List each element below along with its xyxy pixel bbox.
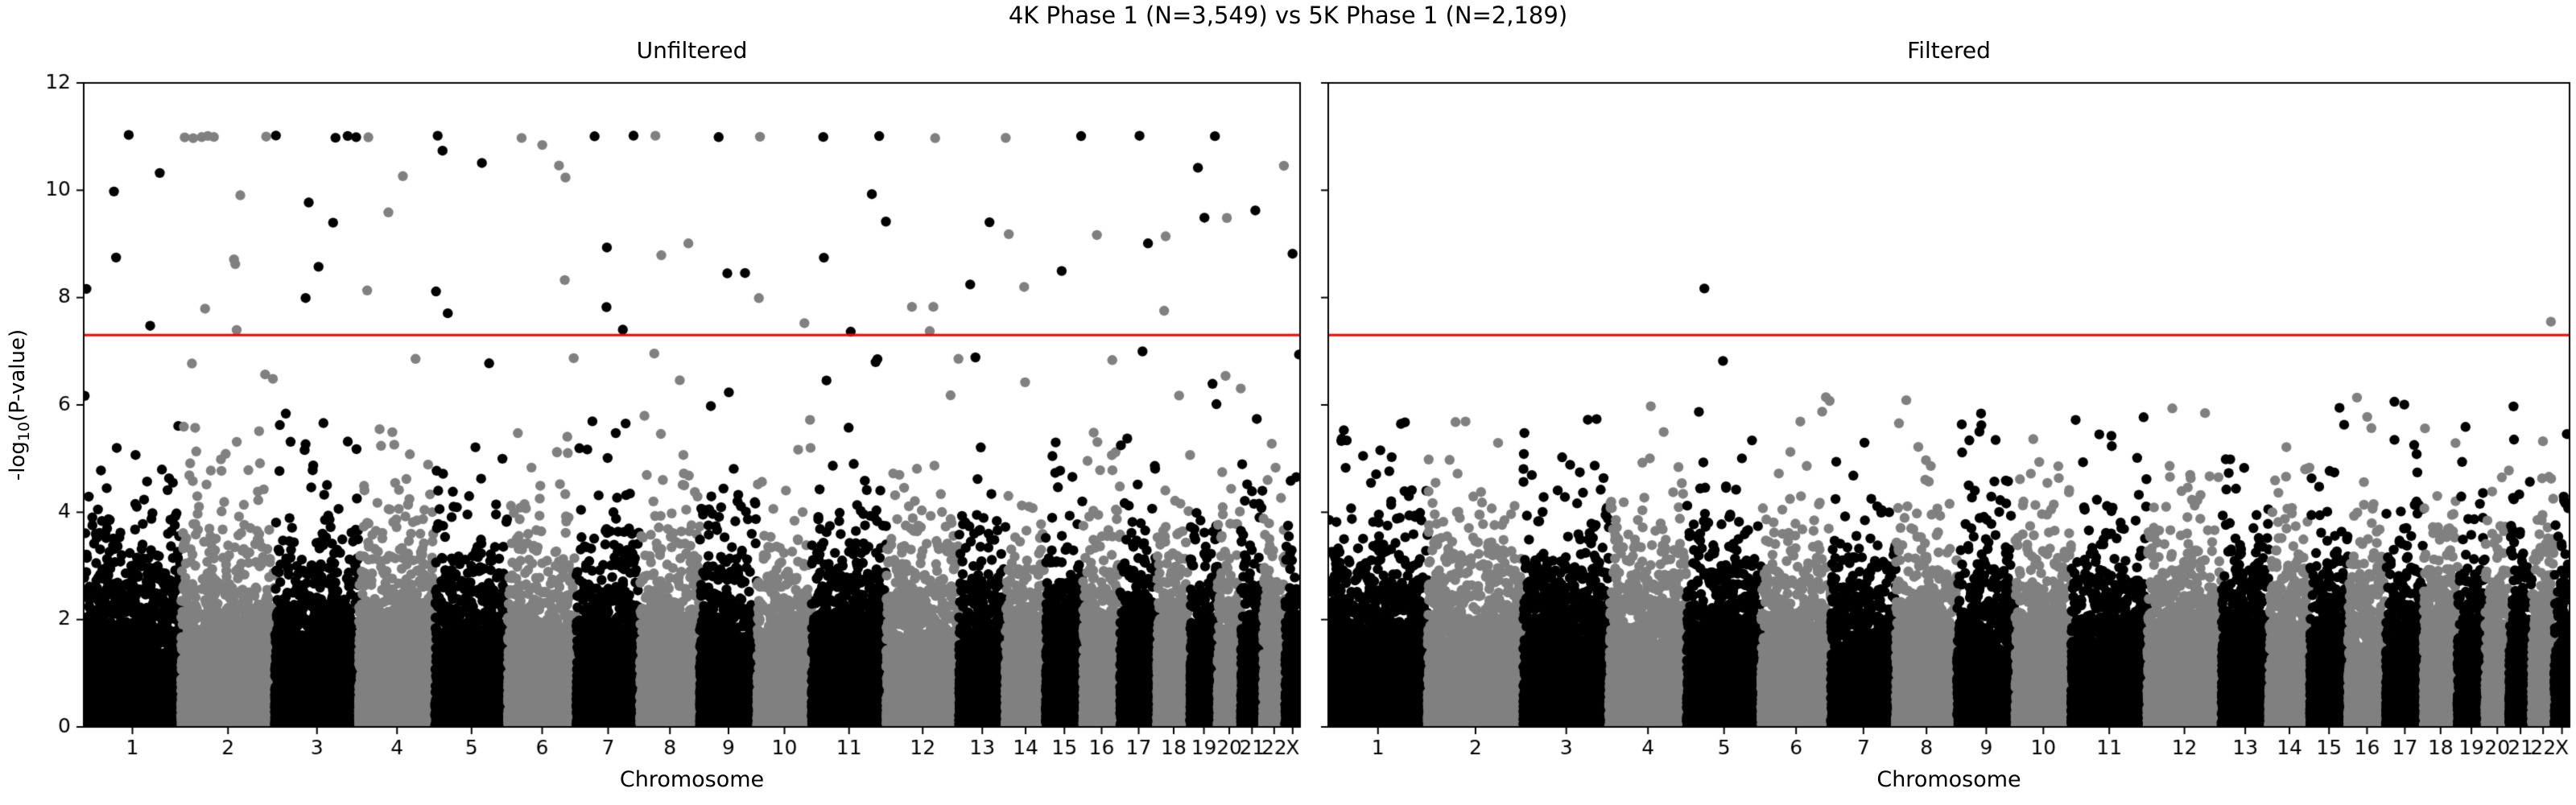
x-axis-label-unfiltered: Chromosome	[619, 767, 765, 792]
x-axis-label-filtered: Chromosome	[1876, 767, 2021, 792]
y-axis-label-prefix: -log	[6, 441, 30, 481]
panel-title-unfiltered: Unfiltered	[636, 37, 748, 64]
y-axis-label-suffix: (P-value)	[6, 328, 30, 422]
panel-title-filtered: Filtered	[1907, 37, 1991, 64]
y-axis-label-subscript: 10	[15, 421, 34, 442]
figure-title: 4K Phase 1 (N=3,549) vs 5K Phase 1 (N=2,…	[1008, 2, 1568, 29]
y-axis-label: -log10(P-value)	[6, 244, 33, 566]
